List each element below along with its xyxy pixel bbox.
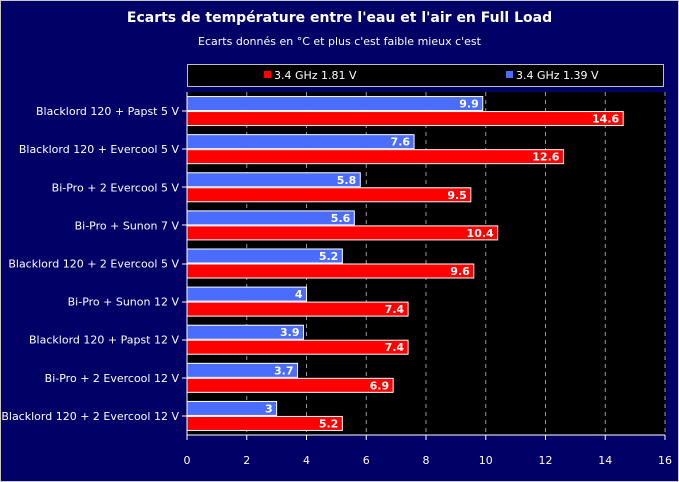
data-label-blue: 3.7 (274, 364, 294, 377)
legend-label-blue: 3.4 GHz 1.39 V (516, 69, 599, 82)
data-label-blue: 5.8 (337, 174, 357, 187)
bar-blue (186, 96, 484, 112)
data-label-red: 5.2 (319, 417, 339, 430)
chart-subtitle: Ecarts donnés en °C et plus c'est faible… (198, 35, 481, 48)
data-label-red: 9.5 (447, 189, 467, 202)
category-label: Bi-Pro + 2 Evercool 5 V (52, 181, 180, 194)
data-label-red: 10.4 (467, 227, 494, 240)
data-label-red: 14.6 (592, 113, 619, 126)
chart-title: Ecarts de température entre l'eau et l'a… (126, 10, 553, 26)
bar-blue (186, 210, 355, 226)
data-label-red: 6.9 (370, 379, 390, 392)
data-label-blue: 3 (265, 402, 273, 415)
bar-red (186, 187, 472, 203)
legend-item-blue: 3.4 GHz 1.39 V (506, 70, 599, 82)
bar-red (186, 415, 343, 431)
bar-red (186, 263, 475, 279)
legend-item-red: 3.4 GHz 1.81 V (264, 70, 357, 82)
legend-swatch-red (264, 71, 271, 78)
data-label-blue: 4 (295, 288, 303, 301)
data-label-red: 9.6 (450, 265, 470, 278)
category-label: Blacklord 120 + Papst 12 V (29, 334, 179, 347)
bar-red (186, 301, 409, 317)
data-label-blue: 5.2 (319, 250, 339, 263)
legend-label-red: 3.4 GHz 1.81 V (274, 69, 357, 82)
category-label: Blacklord 120 + Evercool 5 V (19, 143, 180, 156)
x-tick-label: 16 (658, 454, 672, 467)
bar-blue (186, 362, 299, 378)
category-label: Bi-Pro + Sunon 7 V (75, 219, 180, 232)
x-tick-label: 10 (479, 454, 493, 467)
bar-red (186, 149, 564, 165)
data-label-blue: 5.6 (331, 212, 351, 225)
category-label: Bi-Pro + Sunon 12 V (68, 296, 180, 309)
category-label: Bi-Pro + 2 Evercool 12 V (45, 372, 180, 385)
category-label: Blacklord 120 + Papst 5 V (36, 105, 179, 118)
bar-red (186, 225, 499, 241)
bar-blue (186, 134, 415, 150)
x-tick-label: 4 (303, 454, 310, 467)
x-tick-label: 8 (423, 454, 430, 467)
legend: 3.4 GHz 1.81 V 3.4 GHz 1.39 V (187, 64, 664, 87)
bar-red (186, 111, 624, 127)
bar-blue (186, 248, 343, 264)
x-tick-label: 6 (363, 454, 370, 467)
bar-red (186, 377, 394, 393)
x-tick-label: 2 (243, 454, 250, 467)
data-label-red: 7.4 (385, 303, 405, 316)
x-tick-label: 12 (539, 454, 553, 467)
category-label: Blacklord 120 + 2 Evercool 5 V (8, 258, 179, 271)
x-tick-label: 14 (598, 454, 612, 467)
data-label-red: 12.6 (532, 151, 559, 164)
data-label-blue: 9.9 (459, 98, 479, 111)
data-label-blue: 3.9 (280, 326, 300, 339)
bar-blue (186, 400, 278, 416)
bar-blue (186, 324, 305, 340)
category-label: Blacklord 120 + 2 Evercool 12 V (1, 410, 179, 423)
x-tick-label: 0 (184, 454, 191, 467)
data-label-blue: 7.6 (391, 136, 411, 149)
bar-blue (186, 286, 307, 302)
legend-swatch-blue (506, 71, 513, 78)
bar-blue (186, 172, 361, 188)
bar-red (186, 339, 409, 355)
data-label-red: 7.4 (385, 341, 405, 354)
